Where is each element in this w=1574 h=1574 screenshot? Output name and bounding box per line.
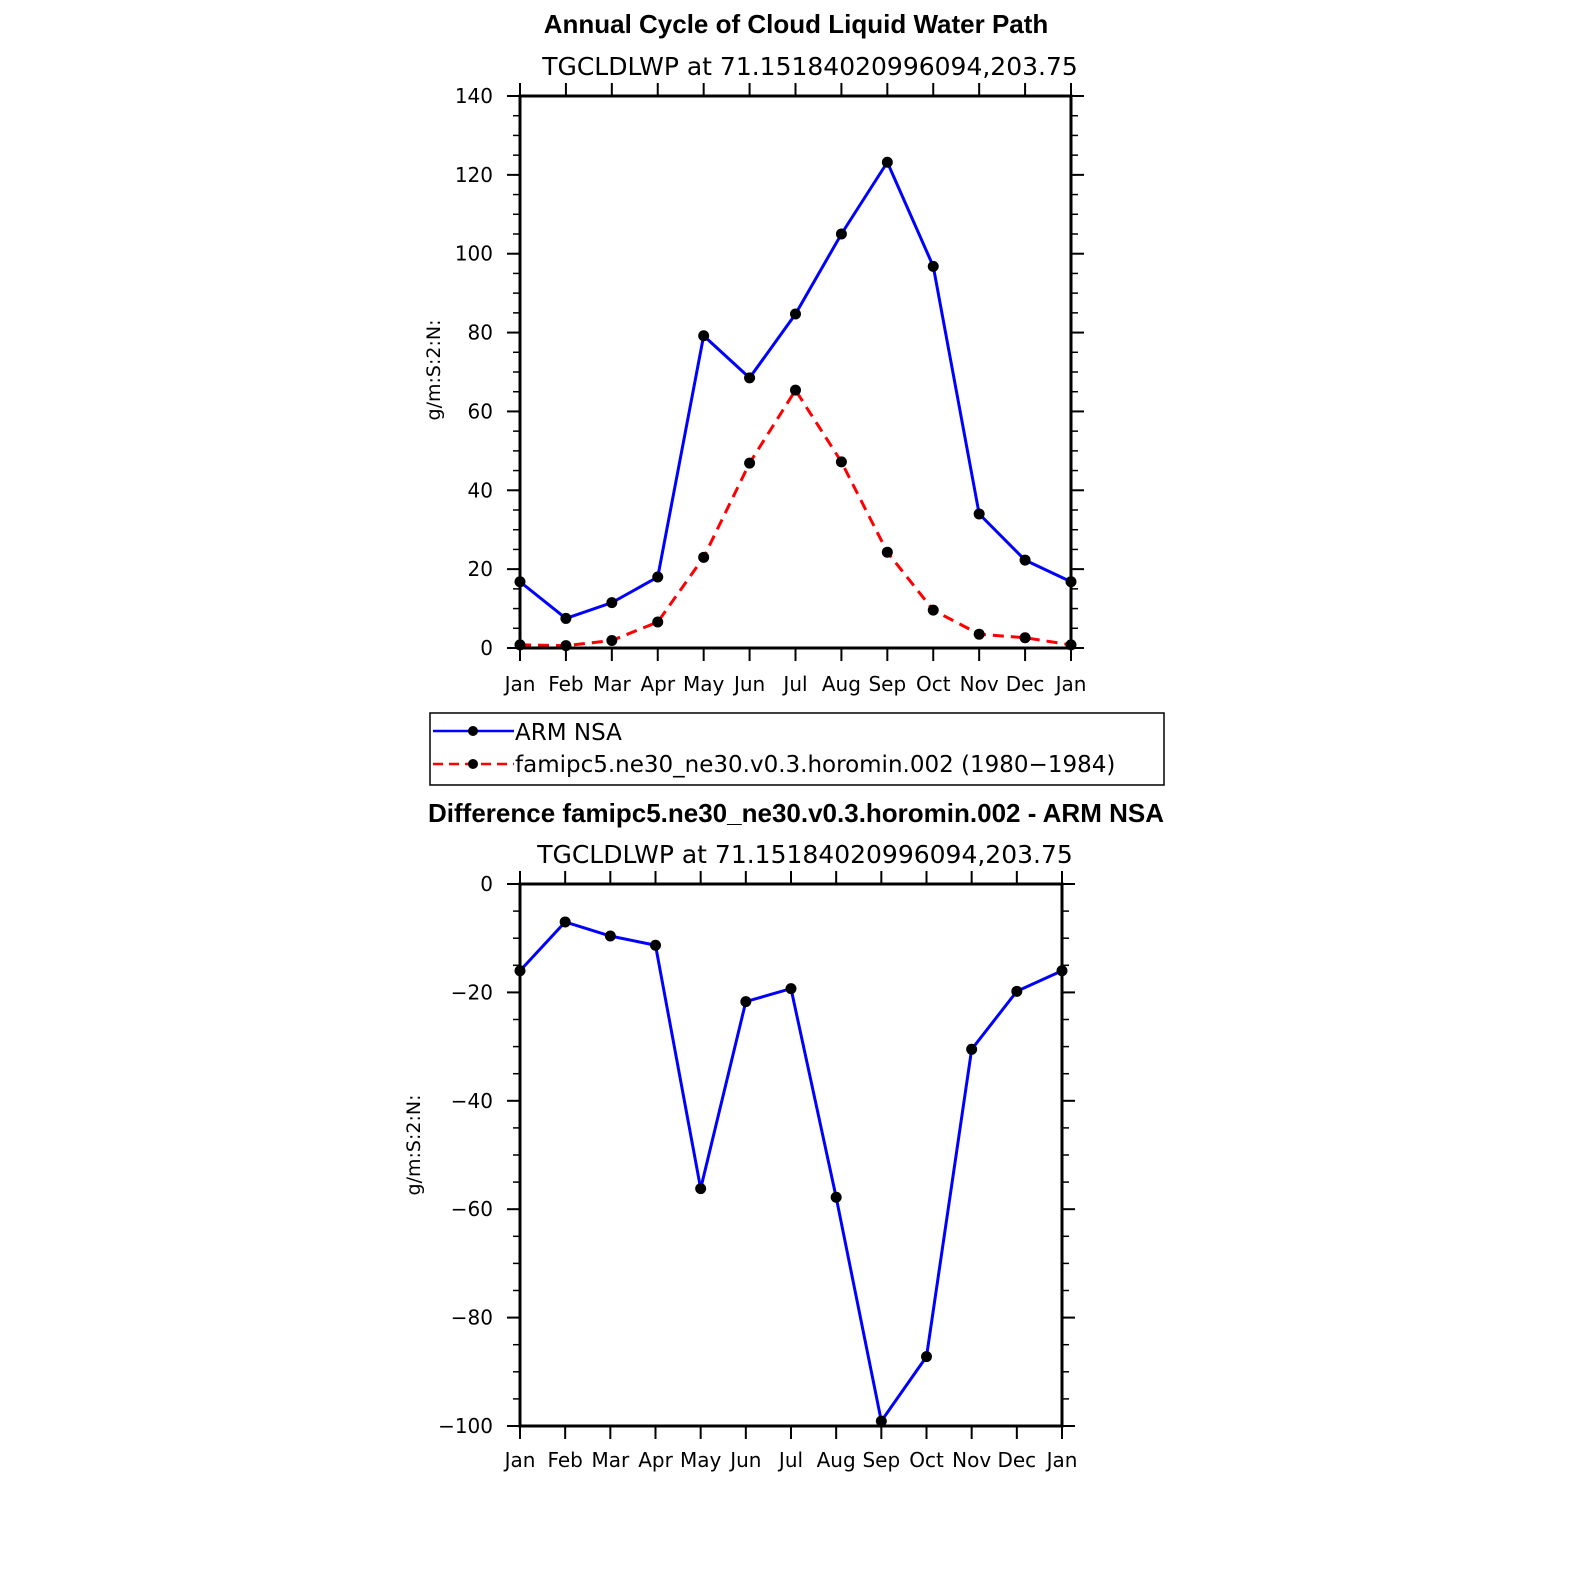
data-point: [966, 1043, 978, 1055]
data-point: [927, 260, 939, 272]
x-tick-label: Apr: [640, 672, 675, 696]
y-ticks: 0 20 40 60 80 100 120 140: [455, 84, 1084, 660]
x-ticks: Jan Feb Mar Apr May Jun Jul Aug Sep Oct Nov Dec Jan: [503, 83, 1087, 696]
data-point: [835, 228, 847, 240]
y-axis-label: g/m:S:2:N:: [403, 1095, 425, 1196]
x-tick-label: May: [680, 1448, 722, 1472]
annual-cycle-chart: Annual Cycle of Cloud Liquid Water Path …: [423, 9, 1086, 696]
chart-subtitle: TGCLDLWP at 71.15184020996094,203.75: [541, 52, 1078, 81]
x-tick-label: Oct: [909, 1448, 944, 1472]
data-point: [744, 457, 756, 469]
data-point: [1019, 632, 1031, 644]
data-point: [698, 551, 710, 563]
y-tick-label: 20: [468, 557, 493, 581]
y-tick-label: 80: [468, 321, 493, 345]
data-point: [604, 930, 616, 942]
chart-subtitle: TGCLDLWP at 71.15184020996094,203.75: [536, 840, 1073, 869]
data-point: [652, 571, 664, 583]
data-point: [927, 604, 939, 616]
data-point: [650, 939, 661, 951]
data-point: [881, 156, 893, 168]
x-tick-label: Jan: [503, 1448, 536, 1472]
y-tick-label: −80: [451, 1306, 493, 1330]
data-point: [875, 1415, 887, 1427]
legend-box: [429, 712, 1165, 786]
data-point: [1019, 554, 1031, 566]
y-tick-label: −100: [438, 1414, 493, 1438]
legend: ARM NSA famipc5.ne30_ne30.v0.3.horomin.0…: [429, 712, 1165, 786]
x-tick-label: Aug: [822, 672, 861, 696]
y-tick-label: 100: [455, 242, 493, 266]
series-group: [514, 156, 1077, 652]
x-tick-label: Jan: [1054, 672, 1087, 696]
data-point: [881, 546, 893, 558]
x-tick-label: Jul: [781, 672, 807, 696]
data-point: [652, 616, 664, 628]
y-tick-label: −60: [451, 1197, 493, 1221]
x-tick-label: Jan: [1045, 1448, 1078, 1472]
x-tick-label: Sep: [868, 672, 906, 696]
y-tick-label: −20: [451, 980, 493, 1004]
legend-marker-arm: [468, 726, 478, 736]
x-tick-label: Sep: [862, 1448, 900, 1472]
difference-chart: Difference famipc5.ne30_ne30.v0.3.horomi…: [403, 798, 1164, 1472]
chart-title: Annual Cycle of Cloud Liquid Water Path: [544, 9, 1049, 39]
data-point: [695, 1183, 707, 1195]
legend-marker-model: [468, 759, 478, 769]
data-point: [560, 612, 572, 624]
y-tick-label: −40: [451, 1089, 493, 1113]
data-point: [785, 983, 797, 995]
data-point: [835, 456, 847, 468]
x-tick-label: Aug: [817, 1448, 856, 1472]
x-tick-label: Nov: [952, 1448, 991, 1472]
data-point: [606, 597, 618, 609]
data-point: [740, 996, 752, 1008]
data-point: [921, 1351, 932, 1363]
series-group: [514, 916, 1068, 1427]
x-tick-label: May: [683, 672, 725, 696]
data-point: [830, 1191, 842, 1203]
data-point: [744, 372, 756, 384]
data-point: [973, 508, 985, 520]
y-tick-label: 140: [455, 84, 493, 108]
x-tick-label: Jun: [728, 1448, 761, 1472]
x-tick-label: Dec: [1006, 672, 1045, 696]
x-tick-label: Apr: [638, 1448, 673, 1472]
legend-label-arm: ARM NSA: [515, 720, 622, 746]
plot-frame: [518, 882, 1064, 1428]
x-tick-label: Nov: [960, 672, 999, 696]
data-point: [1011, 985, 1023, 997]
chart-title: Difference famipc5.ne30_ne30.v0.3.horomi…: [428, 798, 1164, 828]
y-tick-label: 0: [480, 872, 493, 896]
data-point: [790, 308, 801, 320]
series-line: [518, 920, 1063, 1425]
legend-label-model: famipc5.ne30_ne30.v0.3.horomin.002 (1980…: [515, 752, 1115, 778]
x-tick-label: Oct: [916, 672, 951, 696]
data-point: [973, 628, 985, 640]
x-tick-label: Jan: [503, 672, 536, 696]
x-tick-label: Mar: [591, 1448, 630, 1472]
x-ticks: Jan Feb Mar Apr May Jun Jul Aug Sep Oct Nov Dec Jan: [503, 871, 1078, 1472]
plot-frame: [518, 94, 1073, 650]
x-tick-label: Jun: [732, 672, 765, 696]
x-tick-label: Feb: [547, 1448, 582, 1472]
y-tick-label: 120: [455, 163, 493, 187]
x-tick-label: Dec: [997, 1448, 1036, 1472]
data-point: [790, 384, 801, 396]
data-point: [606, 635, 618, 647]
y-tick-label: 60: [468, 399, 493, 423]
data-point: [698, 330, 710, 342]
y-axis-label: g/m:S:2:N:: [423, 320, 445, 421]
y-tick-label: 0: [480, 636, 493, 660]
y-tick-label: 40: [468, 478, 493, 502]
x-tick-label: Feb: [548, 672, 583, 696]
x-tick-label: Mar: [593, 672, 632, 696]
x-tick-label: Jul: [777, 1448, 803, 1472]
data-point: [559, 916, 571, 928]
y-ticks: 0 −20 −40 −60 −80 −100: [438, 872, 1075, 1438]
